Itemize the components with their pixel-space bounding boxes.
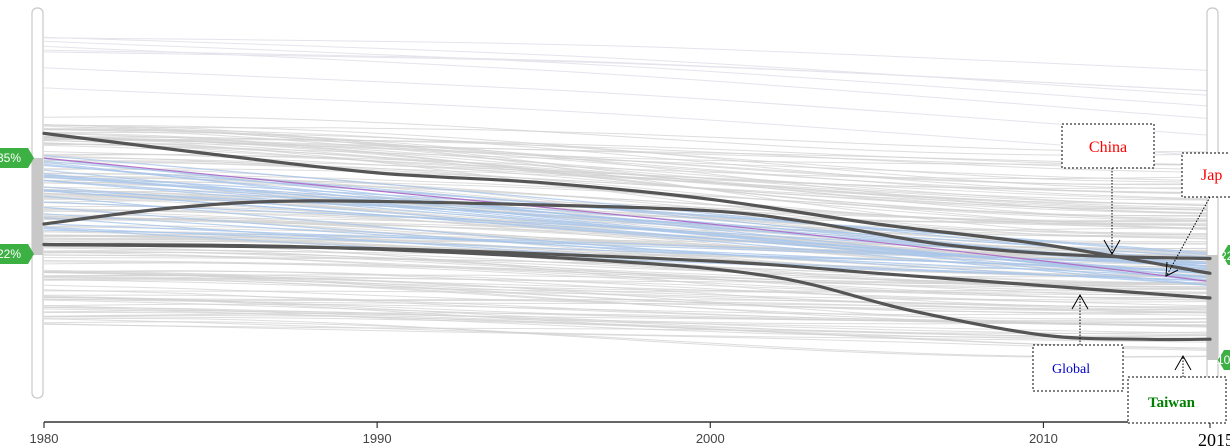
background-line <box>43 37 1211 71</box>
background-line <box>43 272 1211 307</box>
background-line <box>43 136 1211 185</box>
background-line <box>43 321 1211 358</box>
x-tick-label: 2000 <box>696 431 725 446</box>
background-line <box>43 246 1211 284</box>
background-line <box>43 129 1211 236</box>
background-line <box>43 128 1211 194</box>
background-line <box>43 290 1211 311</box>
background-line <box>43 314 1211 335</box>
band-line <box>43 213 1211 273</box>
background-line <box>43 155 1211 211</box>
series-line-taiwan <box>42 242 1212 342</box>
background-line <box>43 49 1211 92</box>
background-line <box>43 140 1211 236</box>
background-line <box>43 317 1211 358</box>
callout-taiwan: Taiwan <box>1127 354 1227 424</box>
band-line <box>43 223 1211 265</box>
background-line <box>43 260 1211 298</box>
left-flag-top-label: 35% <box>0 151 21 165</box>
band-line <box>43 186 1211 281</box>
left-flag-bottom[interactable]: 22% <box>0 244 34 264</box>
background-line <box>43 196 1211 275</box>
callout-japan-label: Jap <box>1201 167 1222 184</box>
series-line-japan <box>42 131 1212 275</box>
background-line <box>43 136 1211 222</box>
background-line <box>43 137 1211 230</box>
band-line <box>43 169 1211 286</box>
background-line <box>43 299 1211 327</box>
background-line <box>43 36 1211 96</box>
highlighted-series <box>42 131 1212 342</box>
band-line <box>43 190 1211 287</box>
background-line <box>43 67 1211 136</box>
left-flag-top[interactable]: 35% <box>0 148 34 168</box>
right-flag-bottom-label: 10 <box>1217 353 1230 367</box>
background-line <box>43 303 1211 316</box>
band-line <box>43 226 1211 271</box>
x-tick-label: 1980 <box>30 431 59 446</box>
background-line <box>43 294 1211 321</box>
background-line <box>43 129 1211 201</box>
callout-taiwan-label: Taiwan <box>1148 395 1196 411</box>
background-line <box>43 116 1211 156</box>
background-line <box>43 138 1211 166</box>
left-flag-bottom-label: 22% <box>0 247 21 261</box>
left-range-slider[interactable] <box>31 7 44 399</box>
callout-china: China <box>1061 123 1155 256</box>
background-line <box>43 218 1211 232</box>
callout-global-label: Global <box>1052 362 1090 377</box>
band-line <box>43 195 1211 286</box>
series-line-china <box>42 199 1212 261</box>
blue-band-lines <box>43 155 1211 287</box>
background-line <box>43 254 1211 286</box>
background-line <box>43 284 1211 313</box>
background-line <box>43 323 1211 351</box>
background-line <box>43 312 1211 326</box>
x-axis: 1980 1990 2000 2010 2015 <box>30 421 1230 448</box>
background-line <box>43 51 1211 92</box>
callout-global: Global <box>1032 293 1124 392</box>
background-line <box>43 159 1211 207</box>
x-tick-label: 2010 <box>1029 431 1058 446</box>
x-tick-label: 2015 <box>1198 430 1230 448</box>
background-line <box>43 296 1211 310</box>
callout-japan: Jap <box>1165 152 1230 277</box>
background-line <box>43 40 1211 107</box>
right-flag-bottom[interactable]: 10 <box>1217 350 1230 370</box>
purple-median-line <box>43 157 1211 283</box>
background-line <box>43 207 1211 239</box>
background-line <box>43 276 1211 292</box>
background-line <box>43 271 1211 301</box>
x-tick-label: 1990 <box>363 431 392 446</box>
callout-china-label: China <box>1089 139 1127 156</box>
background-line <box>43 45 1211 120</box>
background-line <box>43 323 1211 341</box>
background-line <box>43 180 1211 265</box>
background-lines <box>43 36 1211 358</box>
right-flag-top[interactable]: 22 <box>1220 245 1230 265</box>
background-line <box>43 298 1211 314</box>
background-line <box>43 142 1211 215</box>
right-flag-top-label: 22 <box>1220 249 1230 263</box>
background-line <box>43 124 1211 200</box>
background-line <box>43 316 1211 349</box>
